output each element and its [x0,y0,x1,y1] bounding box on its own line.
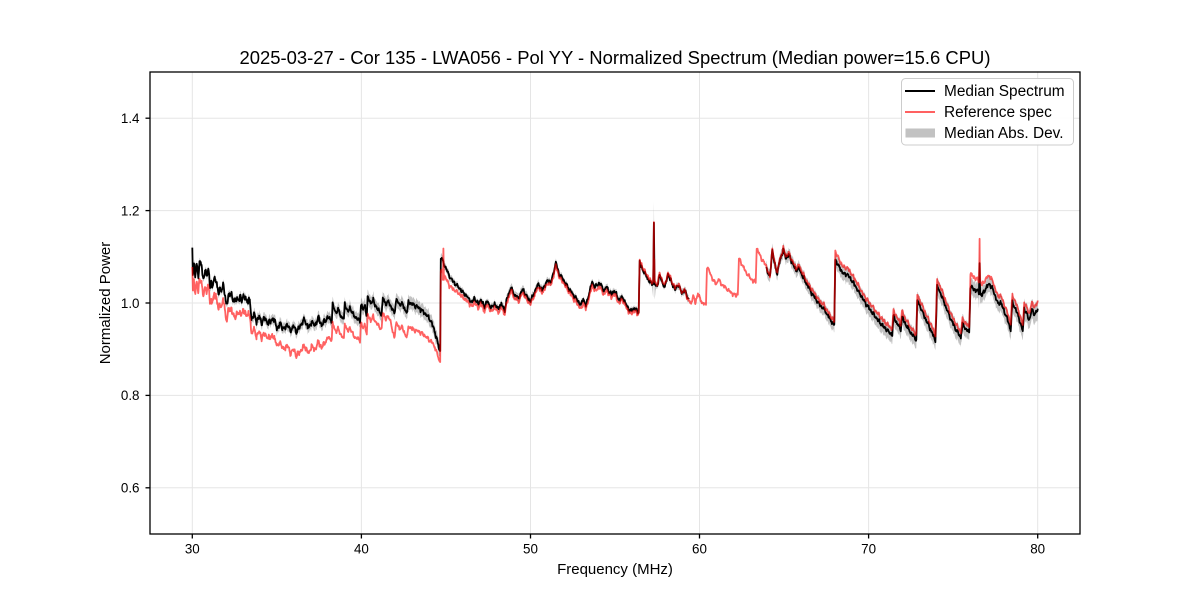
svg-text:70: 70 [861,542,876,557]
svg-text:1.0: 1.0 [121,296,140,311]
svg-text:1.2: 1.2 [121,203,140,218]
svg-text:2025-03-27 - Cor 135 - LWA056: 2025-03-27 - Cor 135 - LWA056 - Pol YY -… [240,47,991,68]
svg-text:Median Spectrum: Median Spectrum [944,83,1065,100]
svg-text:80: 80 [1030,542,1045,557]
svg-text:60: 60 [692,542,707,557]
svg-text:0.8: 0.8 [121,388,140,403]
svg-text:30: 30 [185,542,200,557]
svg-text:Median Abs. Dev.: Median Abs. Dev. [944,125,1063,142]
svg-text:Reference spec: Reference spec [944,104,1052,121]
svg-text:40: 40 [354,542,369,557]
svg-text:0.6: 0.6 [121,481,140,496]
svg-text:Frequency (MHz): Frequency (MHz) [557,561,673,578]
svg-text:50: 50 [523,542,538,557]
svg-text:1.4: 1.4 [121,111,140,126]
svg-text:Normalized Power: Normalized Power [97,242,114,365]
